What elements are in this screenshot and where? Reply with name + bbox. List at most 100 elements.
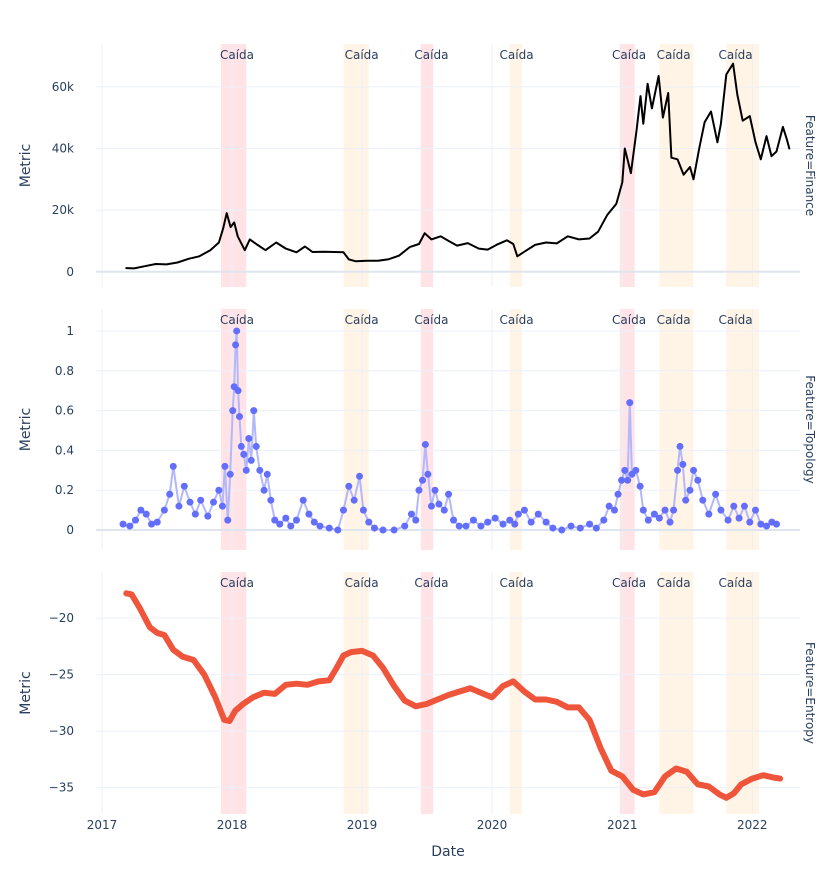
series-point-topology-83 <box>527 518 535 526</box>
series-point-topology-56 <box>370 524 378 532</box>
series-point-topology-5 <box>148 520 156 528</box>
band-finance-2 <box>420 44 434 287</box>
series-point-topology-18 <box>218 502 226 510</box>
series-point-topology-128 <box>763 522 771 530</box>
y-tick-entropy-2: −25 <box>49 668 74 682</box>
band-entropy-3 <box>509 572 522 814</box>
series-point-topology-101 <box>632 466 640 474</box>
band-label-entropy-2: Caída <box>414 576 448 590</box>
x-axis-title: Date <box>431 844 464 860</box>
series-point-topology-75 <box>477 522 485 530</box>
series-point-topology-42 <box>287 522 295 530</box>
series-point-topology-90 <box>586 520 594 528</box>
x-tick-1: 2018 <box>217 818 248 832</box>
series-point-topology-37 <box>263 470 271 478</box>
series-point-topology-4 <box>142 510 150 518</box>
series-point-topology-125 <box>746 518 754 526</box>
band-finance-5 <box>659 44 694 287</box>
series-point-topology-84 <box>534 510 542 518</box>
facet-label-entropy: Feature=Entropy <box>803 642 817 744</box>
band-topology-5 <box>659 309 694 550</box>
series-point-topology-123 <box>735 514 743 522</box>
series-point-topology-2 <box>132 516 140 524</box>
series-point-topology-32 <box>247 456 255 464</box>
series-point-topology-29 <box>240 450 248 458</box>
panel-topology: 0 0.2 0.4 0.6 0.8 1 Caída Caída Caída Caída Caída C… <box>18 309 817 550</box>
panel-finance: 0 20k 40k 60k Caída Caída Caída Caída Caída Caída… <box>18 44 817 287</box>
series-line-entropy <box>123 590 784 801</box>
series-point-topology-81 <box>514 510 522 518</box>
band-topology-0 <box>220 309 247 550</box>
series-point-topology-55 <box>365 518 373 526</box>
series-point-topology-30 <box>242 466 250 474</box>
series-point-topology-49 <box>334 526 342 534</box>
series-point-topology-71 <box>450 516 458 524</box>
series-line-finance <box>125 62 791 270</box>
series-point-topology-69 <box>440 506 448 514</box>
series-point-topology-93 <box>605 502 613 510</box>
series-point-topology-44 <box>299 496 307 504</box>
series-point-topology-25 <box>233 327 241 335</box>
y-tick-finance-0: 0 <box>66 265 74 279</box>
series-point-topology-31 <box>245 434 253 442</box>
series-point-topology-61 <box>412 516 420 524</box>
series-point-topology-97 <box>621 466 629 474</box>
series-point-topology-76 <box>484 518 492 526</box>
panel-entropy: −35 −30 −25 −20 Caída Caída Caída Caída Caída Caí… <box>18 572 817 814</box>
series-point-topology-40 <box>276 520 284 528</box>
series-point-topology-22 <box>229 407 237 415</box>
band-finance-3 <box>509 44 522 287</box>
y-axis-title-topology: Metric <box>18 408 34 452</box>
series-point-topology-9 <box>169 462 177 470</box>
series-point-topology-106 <box>655 514 663 522</box>
band-label-finance-0: Caída <box>220 48 254 62</box>
y-tick-entropy-3: −20 <box>49 611 74 625</box>
band-finance-0 <box>220 44 247 287</box>
series-point-topology-14 <box>197 496 205 504</box>
series-point-topology-52 <box>350 496 358 504</box>
y-tick-topology-5: 1 <box>66 324 74 338</box>
x-tick-3: 2020 <box>477 818 508 832</box>
series-point-topology-80 <box>511 520 519 528</box>
series-point-topology-110 <box>674 466 682 474</box>
band-label-entropy-1: Caída <box>345 576 379 590</box>
x-tick-5: 2022 <box>737 818 768 832</box>
series-point-topology-54 <box>359 506 367 514</box>
series-point-topology-72 <box>455 522 463 530</box>
band-label-topology-5: Caída <box>657 313 691 327</box>
series-point-topology-59 <box>401 522 409 530</box>
band-label-entropy-0: Caída <box>220 576 254 590</box>
band-finance-6 <box>726 44 760 287</box>
x-tick-4: 2021 <box>607 818 638 832</box>
series-point-topology-63 <box>419 476 427 484</box>
series-point-topology-91 <box>592 524 600 532</box>
band-label-entropy-3: Caída <box>500 576 534 590</box>
series-point-topology-94 <box>610 506 618 514</box>
series-point-topology-34 <box>252 442 260 450</box>
band-label-entropy-6: Caída <box>719 576 753 590</box>
series-point-topology-1 <box>126 522 134 530</box>
band-label-finance-3: Caída <box>500 48 534 62</box>
series-point-topology-121 <box>724 516 732 524</box>
series-point-topology-65 <box>424 470 432 478</box>
series-point-topology-21 <box>226 470 234 478</box>
band-label-finance-5: Caída <box>657 48 691 62</box>
series-point-topology-98 <box>624 476 632 484</box>
series-point-topology-127 <box>757 520 765 528</box>
band-label-topology-4: Caída <box>612 313 646 327</box>
series-point-topology-92 <box>600 516 608 524</box>
series-point-topology-26 <box>234 387 242 395</box>
series-point-topology-45 <box>305 510 313 518</box>
series-point-topology-109 <box>670 506 678 514</box>
band-entropy-6 <box>726 572 760 814</box>
band-finance-1 <box>343 44 369 287</box>
band-label-topology-2: Caída <box>414 313 448 327</box>
y-axis-title-entropy: Metric <box>18 671 34 715</box>
series-point-topology-99 <box>626 399 634 407</box>
band-entropy-4 <box>619 572 635 814</box>
band-label-topology-0: Caída <box>220 313 254 327</box>
series-point-topology-35 <box>256 466 264 474</box>
series-point-topology-48 <box>325 524 333 532</box>
series-point-topology-102 <box>636 482 644 490</box>
